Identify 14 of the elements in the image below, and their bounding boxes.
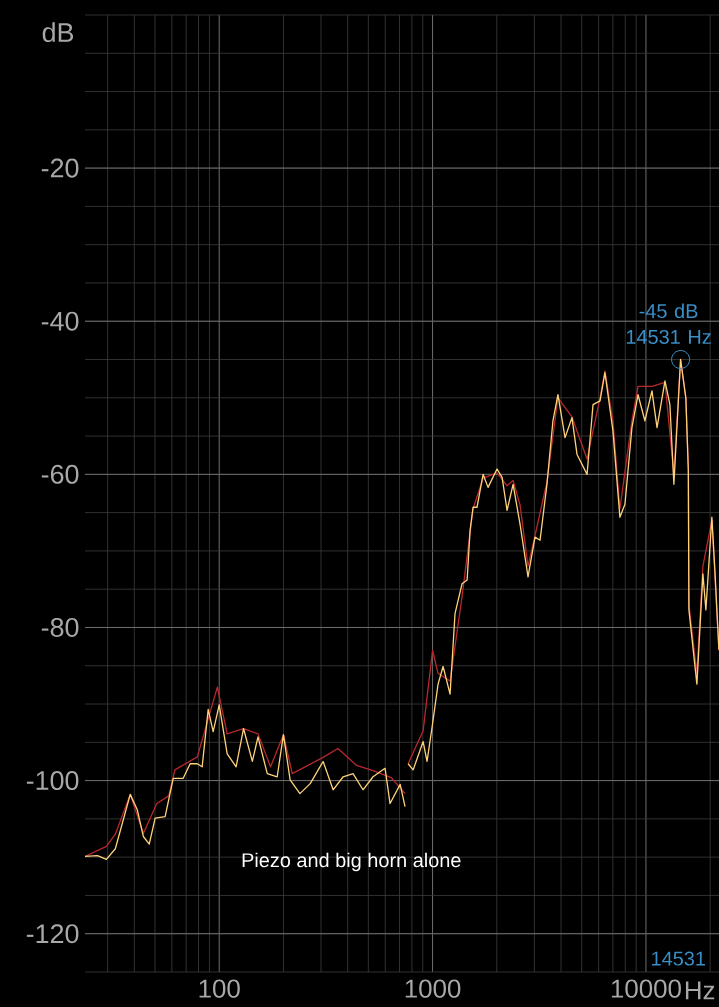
x-tick-label: 1000 [405, 979, 461, 998]
x-tick-label: 10000 [611, 979, 681, 998]
y-tick-label: -40 [41, 311, 79, 331]
annotation: -45 dB 14531 Hz [626, 303, 711, 344]
y-tick-label: -60 [41, 464, 79, 484]
x-axis-title: Hz [685, 981, 715, 1000]
annotation: 14531 [652, 951, 705, 966]
y-tick-label: -120 [26, 924, 79, 944]
x-tick-label: 100 [199, 979, 240, 998]
y-axis-title: dB [42, 22, 74, 43]
y-tick-label: -20 [41, 158, 79, 178]
annotation: Piezo and big horn alone [242, 852, 461, 872]
y-tick-label: -100 [26, 771, 79, 791]
y-tick-label: -80 [41, 617, 79, 637]
